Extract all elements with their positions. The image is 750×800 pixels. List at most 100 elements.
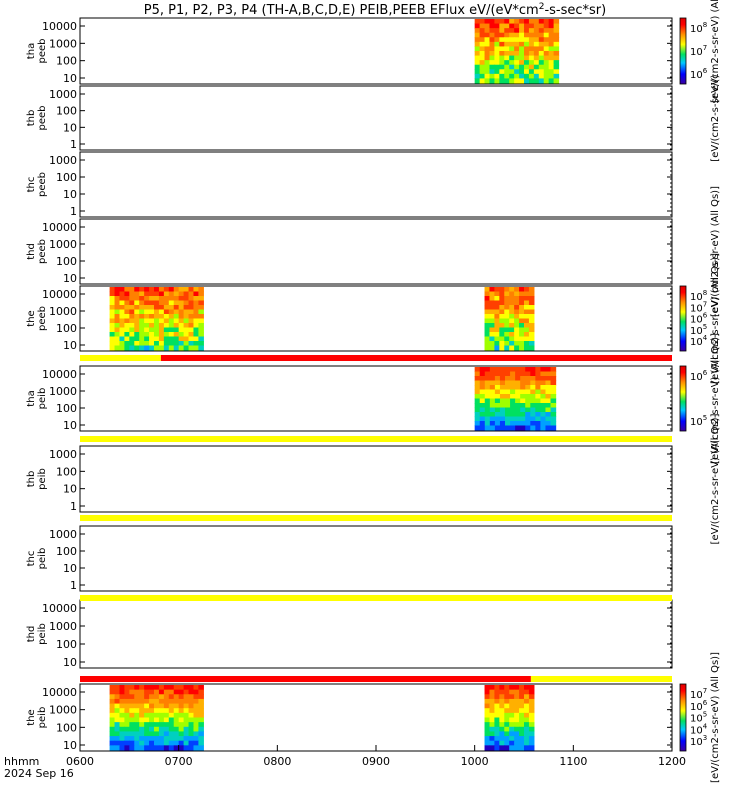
spectrogram-cell xyxy=(484,291,491,297)
panel-probe-label: thb xyxy=(26,110,37,127)
spectrogram-cell xyxy=(124,287,130,293)
spectrogram-cell xyxy=(509,78,515,84)
date-label: 2024 Sep 16 xyxy=(4,767,74,780)
spectrogram-cell xyxy=(114,708,121,714)
spectrogram-cell xyxy=(114,314,121,320)
spectrogram-cell xyxy=(528,314,535,320)
spectrogram-cell xyxy=(530,403,536,409)
spectrogram-cell xyxy=(543,73,550,80)
y-tick-label: 1 xyxy=(70,500,77,513)
spectrogram-cell xyxy=(178,685,185,691)
spectrogram-cell xyxy=(540,425,547,431)
spectrogram-cell xyxy=(550,398,557,404)
spectrogram-cell xyxy=(198,318,204,324)
spectrogram-cell xyxy=(158,318,165,324)
spectrogram-cell xyxy=(198,698,204,705)
spectrogram-cell xyxy=(484,403,491,409)
spectrogram-cell xyxy=(499,421,506,427)
spectrogram-cell xyxy=(494,703,500,709)
spectrogram-cell xyxy=(553,19,560,25)
spectrogram-cell xyxy=(124,296,130,302)
spectrogram-cell xyxy=(119,712,125,719)
spectrogram-cell xyxy=(139,726,145,733)
spectrogram-cell xyxy=(524,694,530,700)
spectrogram-cell xyxy=(504,51,510,57)
spectrogram-cell xyxy=(499,345,505,351)
spectrogram-cell xyxy=(494,296,500,302)
y-tick-label: 10 xyxy=(63,121,77,134)
spectrogram-cell xyxy=(198,722,204,728)
y-tick-label: 100 xyxy=(56,402,77,415)
spectrogram-cell xyxy=(134,291,140,297)
spectrogram-cell xyxy=(505,394,511,400)
spectrogram-cell xyxy=(494,689,500,695)
spectrogram-cell xyxy=(494,318,500,324)
spectrogram-cell xyxy=(504,698,510,705)
spectrogram-cell xyxy=(514,689,520,695)
spectrogram-cell xyxy=(129,341,135,347)
spectrogram-cell xyxy=(519,300,525,306)
spectrogram-cell xyxy=(134,314,140,320)
spectrogram-cell xyxy=(474,371,481,377)
spectrogram-cell xyxy=(193,698,199,705)
spectrogram-cell xyxy=(134,318,140,324)
spectrogram-cell xyxy=(139,717,145,723)
spectrogram-cell xyxy=(504,717,510,723)
spectrogram-cell xyxy=(489,287,495,293)
spectrogram-cell xyxy=(474,389,481,395)
spectrogram-cell xyxy=(519,332,525,338)
y-tick-label: 1000 xyxy=(49,385,77,398)
spectrogram-cell xyxy=(168,332,175,338)
spectrogram-cell xyxy=(149,332,155,338)
spectrogram-cell xyxy=(124,345,130,351)
colorbar-label: [eV/(cm2-s-sr-eV) (All Qs)] xyxy=(710,186,721,317)
spectrogram-cell xyxy=(514,740,520,746)
panel-frame xyxy=(79,445,673,513)
spectrogram-cell xyxy=(499,745,505,751)
spectrogram-cell xyxy=(535,403,542,409)
spectrogram-cell xyxy=(514,318,520,324)
spectrogram-cell xyxy=(129,323,135,329)
spectrogram-cell xyxy=(489,300,495,306)
spectrogram-cell xyxy=(538,46,545,52)
spectrogram-cell xyxy=(139,708,145,714)
spectrogram-cell xyxy=(178,698,185,705)
spectrogram-cell xyxy=(183,341,190,347)
state-bar-segment xyxy=(80,595,672,601)
spectrogram-cell xyxy=(193,708,199,714)
spectrogram-cell xyxy=(474,41,481,48)
spectrogram-cell xyxy=(158,708,165,714)
spectrogram-cell xyxy=(109,332,116,338)
spectrogram-cell xyxy=(198,327,204,333)
spectrogram-cell xyxy=(499,55,505,61)
spectrogram-cell xyxy=(524,51,530,57)
spectrogram-cell xyxy=(144,296,150,302)
spectrogram-cell xyxy=(510,421,516,427)
spectrogram-cell xyxy=(114,726,121,733)
spectrogram-cell xyxy=(494,731,500,737)
spectrogram-cell xyxy=(149,703,155,709)
spectrogram-cell xyxy=(499,685,505,691)
spectrogram-cell xyxy=(158,327,165,333)
spectrogram-cell xyxy=(154,694,160,700)
spectrogram-cell xyxy=(484,689,491,695)
spectrogram-cell xyxy=(515,389,521,395)
spectrogram-cell xyxy=(158,685,165,691)
spectrogram-cell xyxy=(499,32,505,38)
spectrogram-cell xyxy=(154,318,160,324)
spectrogram-cell xyxy=(178,300,185,306)
spectrogram-cell xyxy=(168,708,175,714)
spectrogram-cell xyxy=(548,19,555,25)
spectrogram-cell xyxy=(124,309,130,315)
panel-species-label: peib xyxy=(37,623,48,645)
spectrogram-cell xyxy=(114,336,121,342)
spectrogram-cell xyxy=(494,694,500,700)
spectrogram-cell xyxy=(499,73,505,80)
spectrogram-cell xyxy=(158,722,165,728)
spectrogram-cell xyxy=(524,69,530,75)
spectrogram-cell xyxy=(548,69,555,75)
spectrogram-cell xyxy=(149,336,155,342)
spectrogram-cell xyxy=(109,694,116,700)
spectrogram-cell xyxy=(535,407,542,413)
spectrogram-cell xyxy=(494,712,500,719)
